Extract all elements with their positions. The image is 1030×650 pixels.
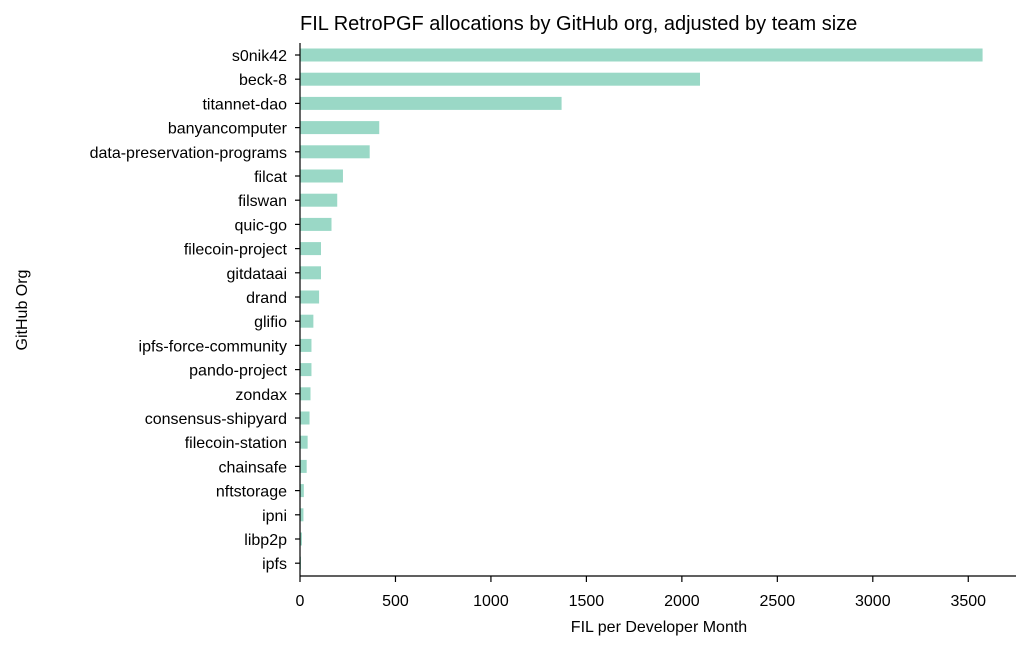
x-tick-label: 0 <box>296 593 305 610</box>
bar-chainsafe <box>300 459 307 473</box>
bar-beck-8 <box>300 72 701 86</box>
y-tick-label: filcat <box>254 169 287 186</box>
y-tick-label: gitdataai <box>227 266 288 283</box>
y-tick-label: ipfs-force-community <box>139 338 287 355</box>
x-tick-label: 3000 <box>855 593 891 610</box>
bar-drand <box>300 290 320 304</box>
x-tick-label: 2000 <box>664 593 700 610</box>
bar-pando-project <box>300 363 312 377</box>
bar-glifio <box>300 314 314 328</box>
bar-consensus-shipyard <box>300 411 310 425</box>
x-tick-label: 3500 <box>950 593 986 610</box>
y-tick-label: drand <box>246 290 287 307</box>
y-tick-label: consensus-shipyard <box>145 411 287 428</box>
bar-zondax <box>300 387 311 401</box>
y-tick-label: chainsafe <box>219 459 288 476</box>
y-tick-label: s0nik42 <box>232 48 287 65</box>
bar-filswan <box>300 193 338 207</box>
bar-nftstorage <box>300 484 304 498</box>
chart-title: FIL RetroPGF allocations by GitHub org, … <box>300 13 857 35</box>
y-tick-label: zondax <box>235 387 287 404</box>
y-tick-label: titannet-dao <box>202 96 287 113</box>
y-tick-label: ipni <box>262 508 287 525</box>
bar-ipfs-force-community <box>300 338 312 352</box>
bar-filecoin-project <box>300 242 322 256</box>
bars-group <box>300 48 983 570</box>
bar-data-preservation-programs <box>300 145 370 159</box>
x-axis-label: FIL per Developer Month <box>571 619 747 636</box>
y-tick-label: filswan <box>238 193 287 210</box>
bar-filcat <box>300 169 343 183</box>
y-tick-label: beck-8 <box>239 72 287 89</box>
x-tick-label: 1500 <box>569 593 605 610</box>
x-tick-label: 1000 <box>473 593 509 610</box>
y-tick-label: glifio <box>254 314 287 331</box>
bar-banyancomputer <box>300 121 380 135</box>
x-ticks: 0 500 1000 1500 2000 2500 3000 3500 <box>296 576 986 610</box>
y-tick-label: pando-project <box>189 363 287 380</box>
bar-s0nik42 <box>300 48 983 62</box>
y-axis-label: GitHub Org <box>14 270 31 351</box>
y-tick-label: data-preservation-programs <box>90 145 287 162</box>
bar-quic-go <box>300 217 332 231</box>
y-tick-labels: s0nik42 beck-8 titannet-dao banyancomputer d… <box>90 48 300 573</box>
y-tick-label: filecoin-station <box>185 435 287 452</box>
y-tick-label: filecoin-project <box>184 242 288 259</box>
y-tick-label: banyancomputer <box>168 121 288 138</box>
bar-libp2p <box>300 532 302 546</box>
y-tick-label: libp2p <box>244 532 287 549</box>
y-tick-label: quic-go <box>235 217 288 234</box>
bar-ipni <box>300 508 304 522</box>
bar-gitdataai <box>300 266 322 280</box>
x-tick-label: 2500 <box>760 593 796 610</box>
bar-titannet-dao <box>300 96 562 110</box>
y-tick-label: nftstorage <box>216 484 287 501</box>
bar-filecoin-station <box>300 435 308 449</box>
y-tick-label: ipfs <box>262 556 287 573</box>
x-tick-label: 500 <box>382 593 409 610</box>
